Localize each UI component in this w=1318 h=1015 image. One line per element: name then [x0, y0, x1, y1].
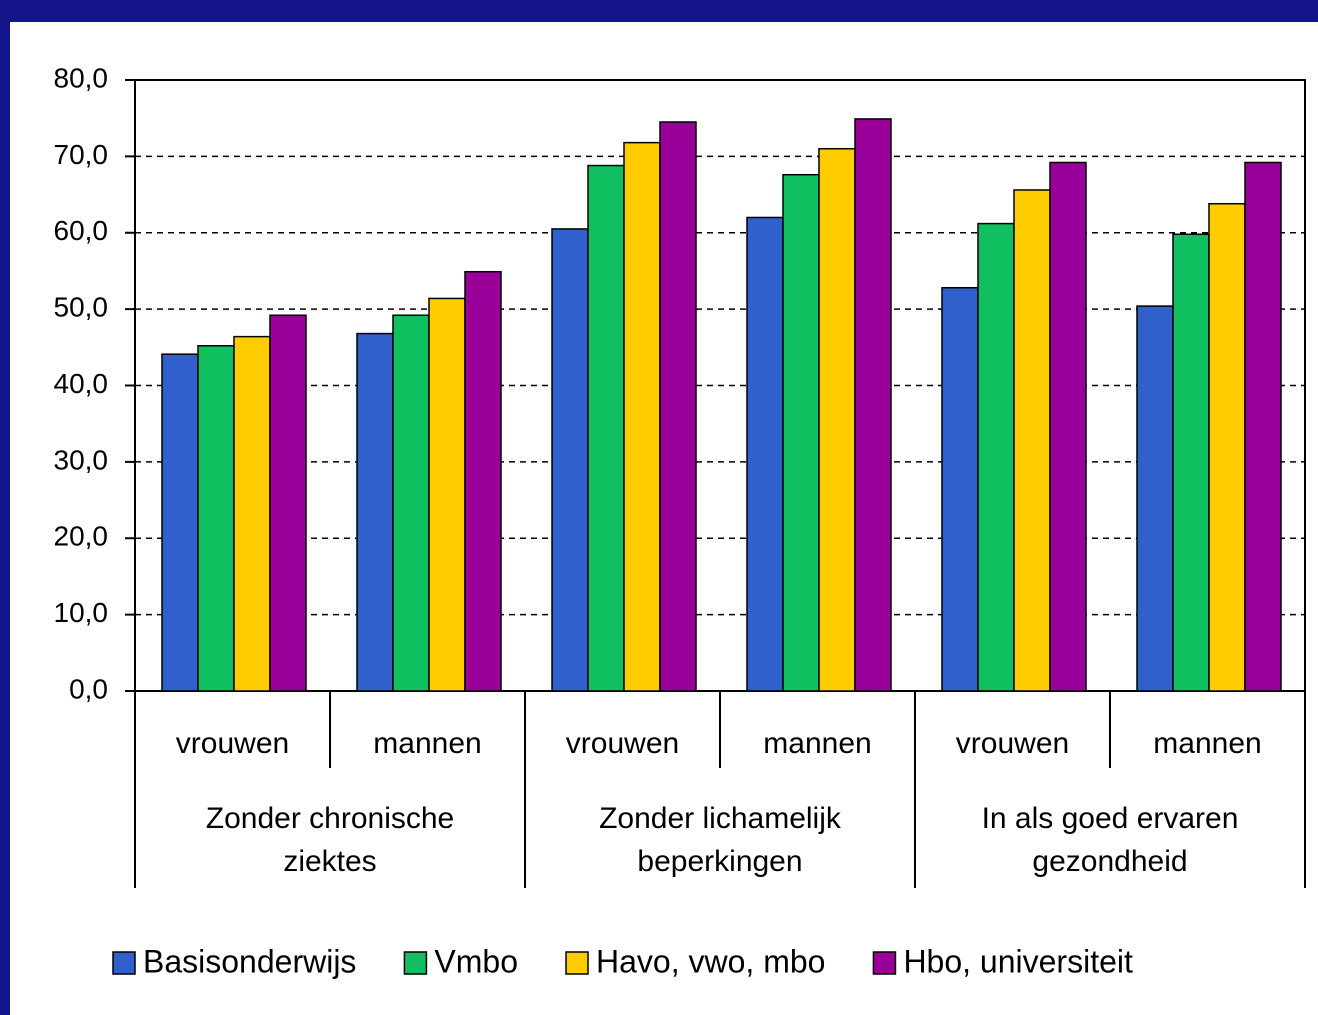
bar [233, 335, 271, 692]
bar [782, 173, 820, 692]
legend-swatch [112, 951, 136, 975]
x-tick-label: vrouwen [956, 727, 1069, 760]
bar [659, 121, 697, 692]
legend-swatch [403, 951, 428, 975]
legend-label: Vmbo [434, 943, 518, 979]
group-label: Zonder lichamelijk [599, 802, 842, 835]
legend-swatch [565, 951, 589, 975]
y-tick-label: 30,0 [54, 444, 109, 475]
bar [197, 345, 235, 692]
bar [1244, 161, 1282, 692]
bar [1049, 161, 1087, 692]
bar [1172, 233, 1210, 692]
y-tick-label: 40,0 [54, 368, 109, 399]
legend-label: Basisonderwijs [143, 943, 356, 979]
legend-label: Hbo, universiteit [903, 943, 1133, 979]
bar [161, 353, 199, 692]
bar [818, 147, 856, 692]
group-label: beperkingen [637, 845, 802, 878]
bar [356, 332, 394, 692]
x-tick-label: vrouwen [566, 727, 679, 760]
x-tick-label: mannen [763, 727, 871, 760]
group-label: ziektes [283, 845, 376, 878]
x-tick-label: mannen [1153, 727, 1261, 760]
y-tick-label: 60,0 [54, 215, 109, 246]
bar [269, 314, 307, 692]
bar [1208, 202, 1246, 692]
bar [941, 286, 979, 692]
legend-label: Havo, vwo, mbo [596, 943, 825, 979]
y-tick-label: 80,0 [54, 62, 109, 93]
bar [854, 118, 892, 692]
bar [464, 270, 502, 692]
group-label: gezondheid [1032, 845, 1187, 878]
y-tick-label: 50,0 [54, 292, 109, 323]
x-tick-label: vrouwen [176, 727, 289, 760]
y-tick-label: 0,0 [69, 673, 108, 704]
group-label: Zonder chronische [206, 802, 454, 835]
bar [746, 216, 784, 692]
bar [551, 228, 589, 692]
bar [623, 141, 661, 692]
x-tick-label: mannen [373, 727, 481, 760]
group-label: In als goed ervaren [982, 802, 1239, 835]
y-tick-label: 10,0 [54, 597, 109, 628]
bar [977, 222, 1015, 692]
legend-swatch [872, 951, 897, 975]
y-tick-label: 70,0 [54, 139, 109, 170]
bar [1013, 189, 1051, 692]
y-tick-label: 20,0 [54, 521, 109, 552]
bar [392, 314, 430, 692]
bar [428, 297, 466, 692]
bar [1136, 305, 1174, 692]
bar [587, 164, 625, 692]
